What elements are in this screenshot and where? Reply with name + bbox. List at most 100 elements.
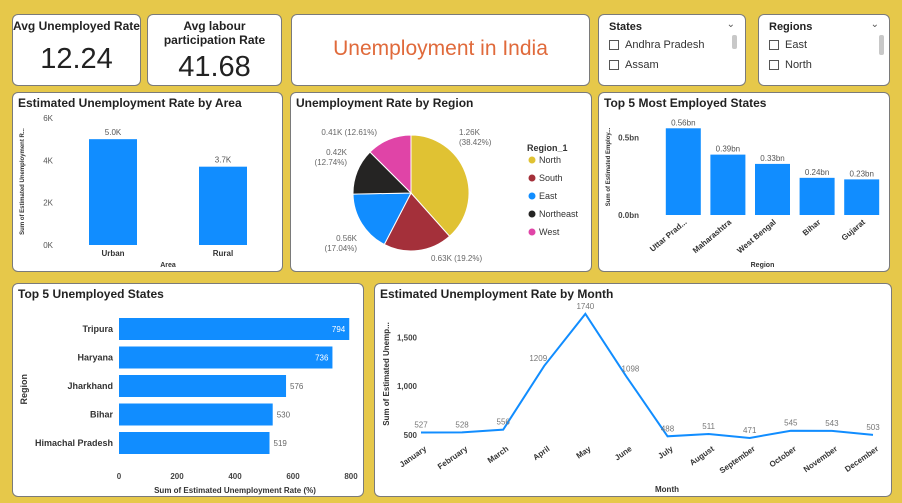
bar xyxy=(199,166,247,245)
data-label: 1209 xyxy=(529,354,547,363)
slice-data-label: 0.41K (12.61%) xyxy=(321,128,377,137)
pie-slice xyxy=(352,192,412,246)
slicer-scrollbar[interactable] xyxy=(732,35,737,49)
chart-title: Estimated Unemployment Rate by Area xyxy=(18,96,242,110)
slicer-item-label: Andhra Pradesh xyxy=(625,39,705,51)
slicer-item-andhra-pradesh[interactable]: Andhra Pradesh xyxy=(609,39,705,51)
slicer-item-north[interactable]: North xyxy=(769,59,812,71)
y-axis-label: Sum of Estimated Unemployment R... xyxy=(20,128,26,235)
x-tick-label: West Bengal xyxy=(735,218,777,256)
y-tick-label: 500 xyxy=(404,431,418,440)
chevron-down-icon[interactable]: ⌄ xyxy=(870,19,879,30)
y-tick-label: Himachal Pradesh xyxy=(35,438,113,448)
regions-slicer: Regions ⌄ East North xyxy=(758,14,890,86)
data-label: 1740 xyxy=(576,302,594,311)
y-tick-label: 1,500 xyxy=(397,333,418,342)
slicer-item-east[interactable]: East xyxy=(769,39,807,51)
x-tick-label: Rural xyxy=(213,249,233,258)
bar xyxy=(89,139,137,245)
top5-unemployed-card: Top 5 Unemployed States 794 Tripura 736 Har… xyxy=(12,283,364,497)
data-label: 794 xyxy=(332,325,346,334)
x-tick-label: January xyxy=(398,444,429,469)
x-tick-label: Bihar xyxy=(801,218,822,238)
bar xyxy=(119,403,273,426)
x-tick-label: May xyxy=(575,444,593,461)
data-label: 0.33bn xyxy=(760,154,784,163)
kpi-label: Avg labour participation Rate xyxy=(163,19,266,47)
x-tick-label: 600 xyxy=(286,472,300,481)
slicer-scrollbar[interactable] xyxy=(879,35,884,55)
data-label: 530 xyxy=(277,411,291,420)
data-label: 5.0K xyxy=(105,128,122,137)
data-label: 576 xyxy=(290,382,304,391)
checkbox-icon[interactable] xyxy=(609,60,619,70)
top5-employed-card: Top 5 Most Employed States 0.0bn 0.5bn 0.5… xyxy=(598,92,890,272)
top5-employed-chart: 0.0bn 0.5bn 0.56bn Uttar Prad... 0.39bn Mahar… xyxy=(606,118,880,269)
data-label: 511 xyxy=(702,422,715,431)
slicer-title: States xyxy=(609,21,643,33)
x-tick-label: March xyxy=(486,444,511,465)
legend-marker xyxy=(528,192,536,200)
slicer-item-assam[interactable]: Assam xyxy=(609,59,659,71)
legend-entry: West xyxy=(539,227,560,237)
monthly-line-chart: 500 1,000 1,500 527 January 528 February 556 Mar… xyxy=(382,302,880,494)
legend-entry: East xyxy=(539,191,558,201)
checkbox-icon[interactable] xyxy=(609,40,619,50)
pie-slice xyxy=(369,134,412,195)
area-chart-card: Estimated Unemployment Rate by Area 0K 2K… xyxy=(12,92,283,272)
y-axis-label: Region xyxy=(19,374,29,405)
kpi-value: 41.68 xyxy=(178,51,251,83)
data-label: 1098 xyxy=(622,365,640,374)
bar xyxy=(844,179,880,215)
y-tick-label: Haryana xyxy=(77,353,114,363)
y-tick-label: 6K xyxy=(43,114,53,123)
chart-title: Top 5 Most Employed States xyxy=(604,96,767,110)
kpi-card-avg-unemployed: Avg Unemployed Rate 12.24 xyxy=(12,14,141,86)
bar xyxy=(119,375,287,397)
slice-data-label: 1.26K (38.42%) xyxy=(459,128,492,147)
chart-title: Estimated Unemployment Rate by Month xyxy=(380,287,614,301)
monthly-line-card: Estimated Unemployment Rate by Month 500… xyxy=(374,283,892,497)
x-tick-label: Urban xyxy=(101,249,124,258)
y-tick-label: 0K xyxy=(43,241,53,250)
dashboard-title: Unemployment in India xyxy=(333,37,548,60)
states-slicer: States ⌄ Andhra Pradesh Assam xyxy=(598,14,746,86)
x-tick-label: 800 xyxy=(344,472,358,481)
x-tick-label: June xyxy=(613,444,634,462)
bar xyxy=(710,154,746,215)
x-tick-label: August xyxy=(688,444,716,467)
y-tick-label: 1,000 xyxy=(397,382,418,391)
bar xyxy=(755,163,790,215)
x-axis-label: Sum of Estimated Unemployment Rate (%) xyxy=(154,486,316,495)
data-label: 556 xyxy=(497,418,511,427)
chart-title: Unemployment Rate by Region xyxy=(296,96,474,110)
slicer-title: Regions xyxy=(769,21,813,33)
data-label: 471 xyxy=(743,426,757,435)
x-axis-label: Area xyxy=(160,262,176,269)
bar xyxy=(119,432,270,454)
chevron-down-icon[interactable]: ⌄ xyxy=(726,19,735,30)
bar xyxy=(119,346,333,369)
legend-marker xyxy=(528,228,536,236)
data-label: 0.56bn xyxy=(671,118,695,127)
top5-unemployed-chart: 794 Tripura 736 Haryana 576 Jharkhand 530 Bihar… xyxy=(19,318,358,495)
title-card: Unemployment in India xyxy=(291,14,590,86)
checkbox-icon[interactable] xyxy=(769,40,779,50)
data-label: 503 xyxy=(866,423,880,432)
data-label: 3.7K xyxy=(215,156,232,165)
y-tick-label: 0.5bn xyxy=(618,134,639,143)
checkbox-icon[interactable] xyxy=(769,60,779,70)
legend-marker xyxy=(528,156,536,164)
x-tick-label: July xyxy=(656,444,675,461)
data-label: 545 xyxy=(784,419,798,428)
pie-slice xyxy=(383,192,451,252)
x-tick-label: 0 xyxy=(117,472,122,481)
slicer-item-label: East xyxy=(785,39,808,51)
slice-data-label: 0.56K (17.04%) xyxy=(325,234,358,253)
region-pie-card: Unemployment Rate by Region 1.26K (38.42%… xyxy=(290,92,592,272)
y-tick-label: 0.0bn xyxy=(618,211,639,220)
series-line xyxy=(420,312,874,439)
y-tick-label: 2K xyxy=(43,199,53,208)
data-label: 488 xyxy=(661,424,675,433)
y-tick-label: Jharkhand xyxy=(67,381,113,391)
